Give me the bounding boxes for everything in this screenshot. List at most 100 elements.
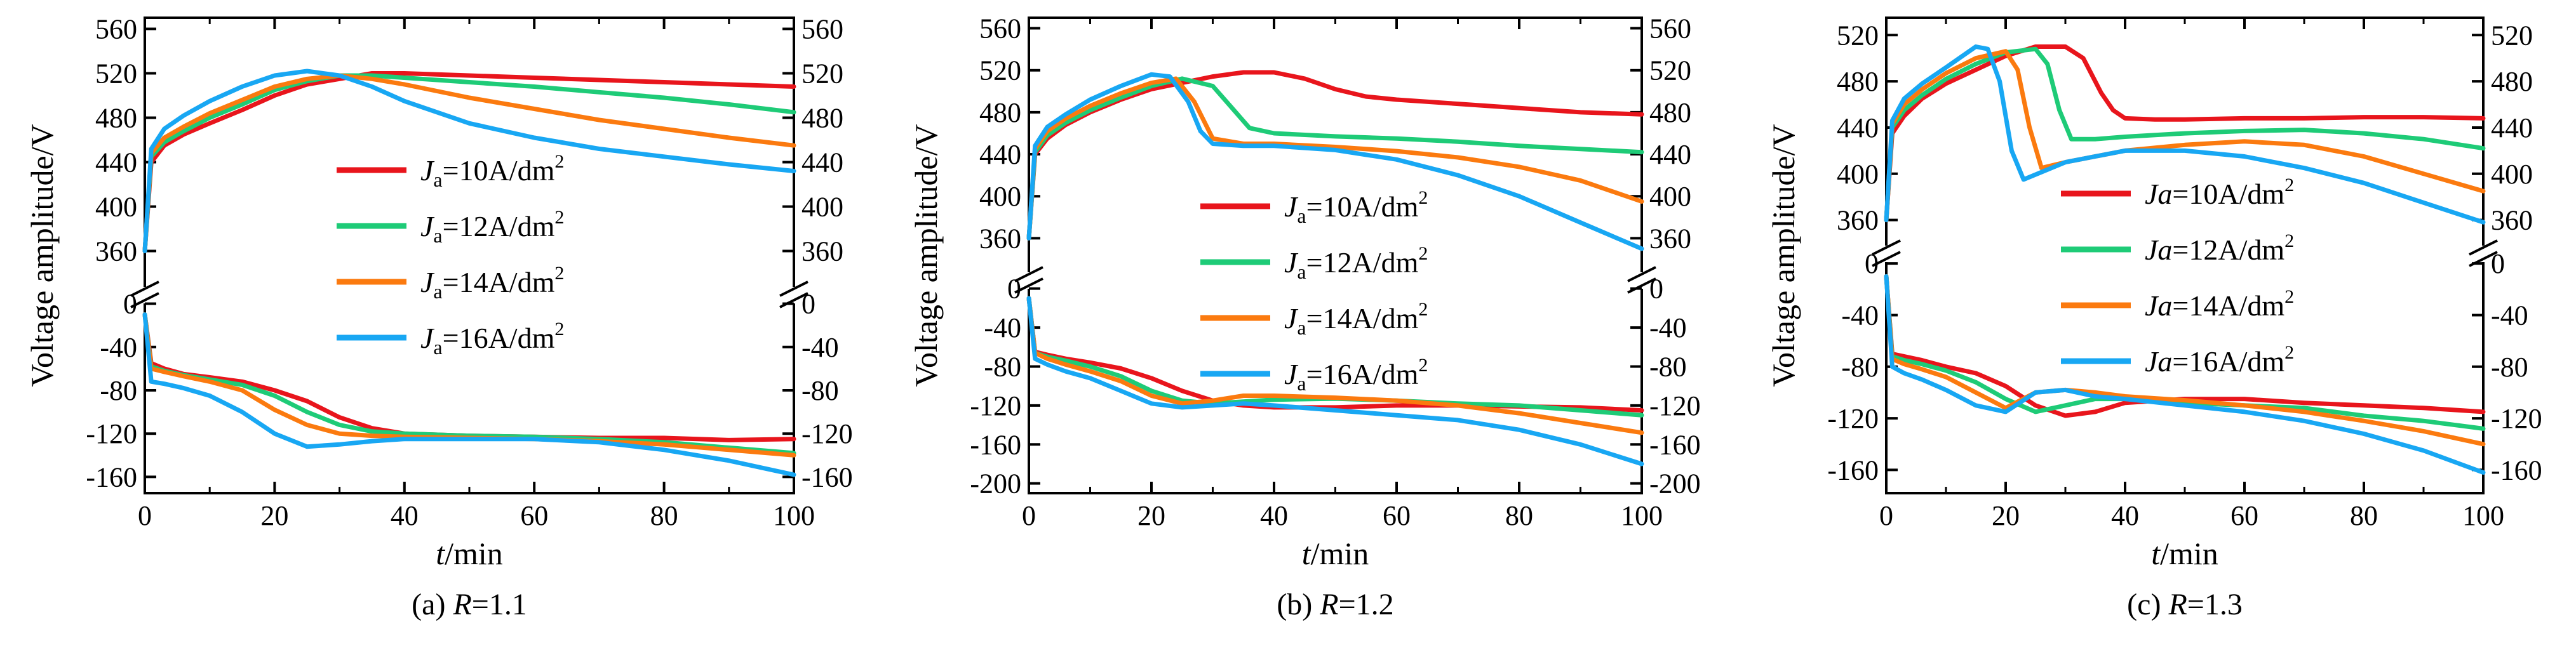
y-tick-label-right: 480 (2491, 66, 2533, 97)
y-tick-label-left: 480 (1837, 66, 1879, 97)
panel-caption: (c) R=1.3 (2127, 588, 2243, 621)
y-tick-label-left: 360 (979, 223, 1021, 254)
legend-label: Ja=12A/dm2 (420, 207, 564, 247)
legend-label: Ja=16A/dm2 (2145, 342, 2294, 378)
y-tick-label-right: -160 (2491, 454, 2542, 486)
legend-label: Ja=16A/dm2 (420, 319, 564, 359)
y-tick-label-right: 0 (1649, 274, 1663, 305)
x-tick-label: 60 (1383, 500, 1411, 531)
x-tick-label: 40 (391, 500, 419, 531)
x-tick-label: 60 (520, 500, 548, 531)
y-tick-label-left: -80 (1841, 352, 1879, 383)
y-tick-label-left: -80 (100, 375, 137, 406)
x-tick-label: 40 (2111, 500, 2139, 531)
x-tick-label: 100 (773, 500, 815, 531)
y-tick-label-right: 520 (1649, 55, 1691, 86)
x-tick-label: 0 (138, 500, 152, 531)
y-tick-label-left: 440 (979, 139, 1021, 170)
y-tick-label-left: -120 (1827, 403, 1879, 434)
y-tick-label-right: 480 (1649, 97, 1691, 128)
x-tick-label: 20 (1992, 500, 2020, 531)
legend-label: Ja=14A/dm2 (420, 263, 564, 303)
y-tick-label-right: 520 (2491, 20, 2533, 51)
y-tick-label-right: 560 (802, 14, 843, 45)
axis-break-mark (779, 281, 808, 297)
x-tick-label: 80 (2350, 500, 2378, 531)
y-tick-label-left: -40 (1841, 300, 1879, 331)
chart-panel-c: 0 20 40 60 80 100 360 360 400 400 440 440 480 480 520 5… (1766, 17, 2542, 621)
y-tick-label-right: 400 (802, 192, 843, 223)
chart-panel-b: 0 20 40 60 80 100 360 360 400 400 440 440 480 480 520 5… (908, 13, 1701, 621)
y-tick-label-right: 400 (2491, 159, 2533, 190)
y-tick-label-right: 360 (802, 236, 843, 267)
x-tick-label: 0 (1879, 500, 1893, 531)
series-line-lower-2 (1026, 296, 1644, 435)
y-tick-label-left: 0 (1865, 248, 1879, 279)
y-tick-label-right: -80 (1649, 351, 1687, 382)
y-tick-label-right: 0 (802, 289, 815, 320)
y-tick-label-right: -40 (2491, 300, 2528, 331)
y-tick-label-right: -40 (1649, 312, 1687, 343)
panel-caption: (a) R=1.1 (412, 588, 527, 621)
axis-break-mark (1872, 251, 1901, 267)
legend-label: Ja=14A/dm2 (1284, 299, 1428, 339)
y-tick-label-left: -40 (100, 332, 137, 363)
y-tick-label-left: 440 (1837, 112, 1879, 143)
series-line-upper-2 (1026, 76, 1644, 241)
y-tick-label-right: 0 (2491, 248, 2505, 279)
legend-label: Ja=10A/dm2 (1284, 187, 1428, 227)
y-tick-label-right: -120 (802, 418, 853, 449)
y-tick-label-left: 520 (95, 58, 137, 89)
y-tick-label-left: 400 (1837, 159, 1879, 190)
x-tick-label: 80 (1505, 500, 1533, 531)
series-line-upper-3 (1026, 72, 1644, 251)
series-line-upper-3 (1884, 44, 2486, 225)
y-tick-label-right: -160 (1649, 429, 1701, 460)
series-line-lower-3 (1884, 274, 2486, 475)
y-tick-label-left: 520 (1837, 20, 1879, 51)
y-tick-label-left: 360 (1837, 205, 1879, 236)
y-tick-label-right: 440 (1649, 139, 1691, 170)
y-tick-label-right: 440 (2491, 112, 2533, 143)
legend-label: Ja=10A/dm2 (420, 151, 564, 191)
legend-label: Ja=12A/dm2 (2145, 230, 2294, 266)
x-axis-label: t/min (436, 536, 503, 571)
y-tick-label-left: 520 (979, 55, 1021, 86)
legend-label: Ja=10A/dm2 (2145, 175, 2294, 210)
y-tick-label-left: -160 (1827, 454, 1879, 486)
y-tick-label-right: -120 (2491, 403, 2542, 434)
y-tick-label-right: 560 (1649, 13, 1691, 44)
x-tick-label: 100 (1621, 500, 1663, 531)
x-tick-label: 40 (1260, 500, 1288, 531)
y-tick-label-left: -160 (86, 461, 137, 493)
legend: Ja=10A/dm2 Ja=12A/dm2 Ja=14A/dm2 Ja=16A/dm2 (1200, 187, 1428, 395)
series-line-lower-2 (142, 312, 796, 458)
y-tick-label-right: 440 (802, 147, 843, 178)
axis-break-mark (1014, 266, 1043, 282)
y-tick-label-left: 400 (979, 181, 1021, 212)
axis-break-mark (2469, 239, 2498, 256)
y-axis-label: Voltage amplitude/V (24, 124, 60, 387)
series-line-upper-3 (142, 69, 796, 253)
series-line-upper-1 (1884, 46, 2486, 223)
axis-break-mark (1872, 239, 1901, 256)
legend-label: Ja=14A/dm2 (2145, 286, 2294, 322)
series-line-upper-0 (1884, 44, 2486, 223)
series-line-upper-0 (142, 71, 796, 253)
series-line-upper-2 (1884, 49, 2486, 223)
y-tick-label-left: 560 (95, 14, 137, 45)
x-tick-label: 60 (2231, 500, 2258, 531)
y-tick-label-right: 360 (1649, 223, 1691, 254)
legend: Ja=10A/dm2 Ja=12A/dm2 Ja=14A/dm2 Ja=16A/dm2 (2061, 175, 2294, 378)
series-line-lower-0 (1884, 274, 2486, 418)
plot-frame (144, 17, 795, 494)
legend-label: Ja=12A/dm2 (1284, 243, 1428, 283)
y-tick-label-left: -200 (970, 468, 1021, 499)
axis-break-mark (130, 292, 159, 308)
y-axis-label: Voltage amplitude/V (908, 124, 944, 387)
y-tick-label-left: 400 (95, 192, 137, 223)
series-line-upper-1 (1026, 76, 1644, 241)
x-tick-label: 80 (650, 500, 678, 531)
y-tick-label-right: -200 (1649, 468, 1701, 499)
